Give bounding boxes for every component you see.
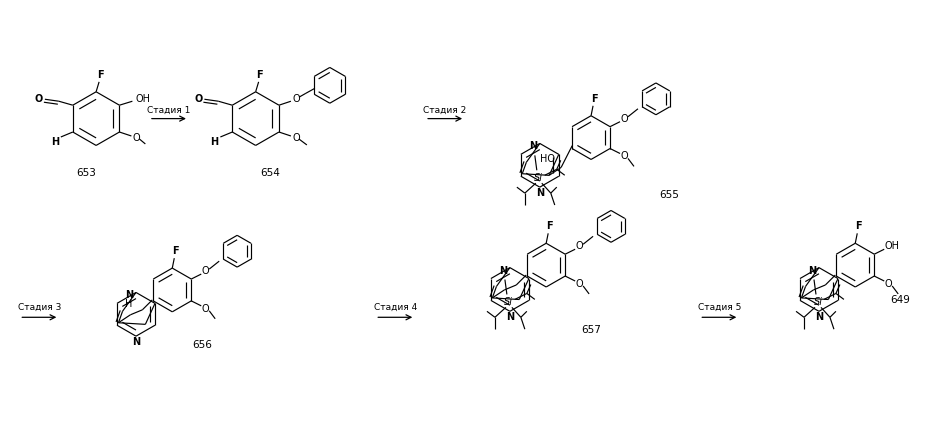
Text: O: O <box>292 94 299 104</box>
Text: Стадия 5: Стадия 5 <box>698 303 741 312</box>
Text: F: F <box>257 70 263 80</box>
Text: 654: 654 <box>261 168 280 178</box>
Text: N: N <box>536 188 544 198</box>
Text: N: N <box>498 266 507 276</box>
Text: OH: OH <box>136 94 151 104</box>
Text: F: F <box>546 221 552 232</box>
Text: Стадия 2: Стадия 2 <box>424 106 466 115</box>
Text: 649: 649 <box>890 295 910 305</box>
Text: F: F <box>97 70 104 80</box>
Text: Si: Si <box>504 297 514 307</box>
Text: O: O <box>201 304 209 314</box>
Text: Стадия 4: Стадия 4 <box>374 303 417 312</box>
Text: O: O <box>194 94 203 104</box>
Text: O: O <box>292 133 299 143</box>
Text: 656: 656 <box>193 340 212 349</box>
Text: N: N <box>125 290 133 301</box>
Text: N: N <box>529 141 537 152</box>
Text: F: F <box>172 246 178 256</box>
Text: N: N <box>132 337 140 347</box>
Text: O: O <box>132 133 141 143</box>
Text: O: O <box>35 94 43 104</box>
Text: N: N <box>506 312 514 322</box>
Text: O: O <box>885 279 892 289</box>
Text: O: O <box>620 152 628 162</box>
Text: 657: 657 <box>582 325 601 335</box>
Text: OH: OH <box>885 241 900 251</box>
Text: O: O <box>620 114 628 124</box>
Text: 653: 653 <box>76 168 96 178</box>
Text: O: O <box>575 279 583 289</box>
Text: N: N <box>808 266 816 276</box>
Text: Стадия 3: Стадия 3 <box>18 303 61 312</box>
Text: N: N <box>815 312 823 322</box>
Text: F: F <box>855 221 862 232</box>
Text: H: H <box>126 299 133 309</box>
Text: HO: HO <box>540 155 555 165</box>
Text: 655: 655 <box>660 190 680 200</box>
Text: F: F <box>591 94 598 104</box>
Text: O: O <box>575 241 583 251</box>
Text: H: H <box>51 137 59 147</box>
Text: Si: Si <box>534 173 544 183</box>
Text: Si: Si <box>814 297 822 307</box>
Text: O: O <box>201 266 209 276</box>
Text: H: H <box>211 137 218 147</box>
Text: Стадия 1: Стадия 1 <box>147 106 191 115</box>
